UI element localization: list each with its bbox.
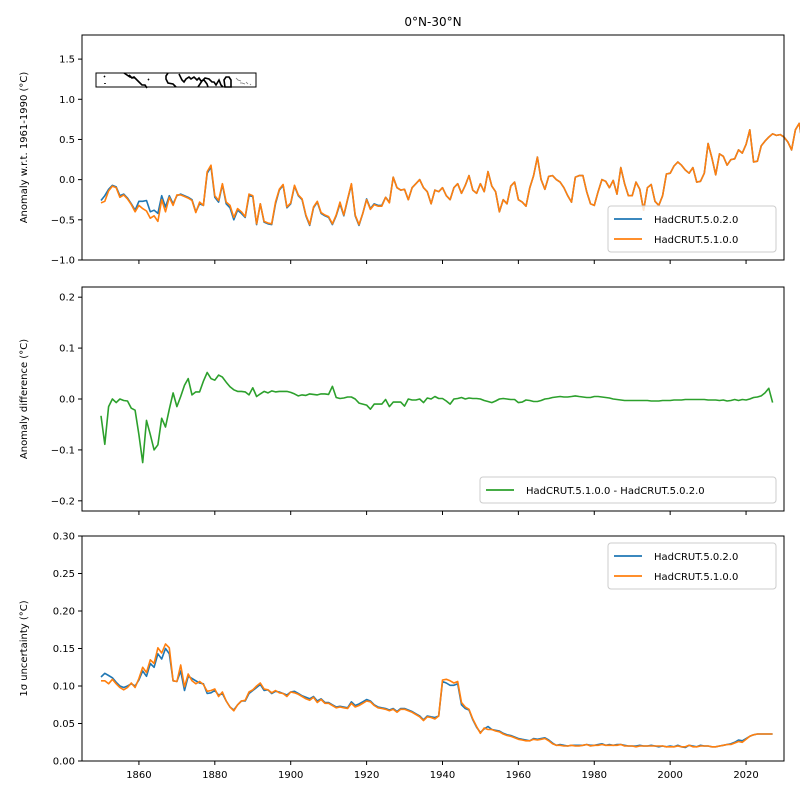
series-group — [100, 371, 774, 464]
y-ticks: −0.2 −0.1 0.0 0.1 0.2 — [51, 293, 82, 507]
panel-anomaly: 0°N-30°N −1.0 −0.5 0.0 0.5 1.0 1.5 Anomaly w.… — [19, 15, 800, 267]
y-tick-label: 0.2 — [59, 293, 75, 304]
legend-label: HadCRUT.5.1.0.0 — [654, 572, 738, 583]
x-tick-label: 1920 — [354, 770, 379, 781]
axes-frame — [81, 34, 785, 261]
y-tick-label: 1.5 — [59, 55, 75, 66]
series-line-hadcrut-5-0-2-0 — [100, 647, 773, 749]
legend-label: HadCRUT.5.1.0.0 - HadCRUT.5.0.2.0 — [526, 486, 705, 497]
legend: HadCRUT.5.1.0.0 - HadCRUT.5.0.2.0 — [479, 476, 777, 504]
series-line-hadcrut-5-0-2-0 — [100, 122, 800, 227]
legend-label: HadCRUT.5.0.2.0 — [654, 215, 738, 226]
x-tick-label: 2020 — [733, 770, 758, 781]
y-tick-label: 0.0 — [59, 395, 75, 406]
x-tick-label: 1980 — [582, 770, 607, 781]
x-tick-label: 2000 — [657, 770, 682, 781]
legend-label: HadCRUT.5.1.0.0 — [654, 235, 738, 246]
x-tick-label: 1960 — [506, 770, 531, 781]
y-axis-label: Anomaly difference (°C) — [19, 339, 30, 459]
legend-frame — [479, 476, 777, 504]
series-line-hadcrut-5-1-0-0 — [101, 643, 773, 748]
y-axis-label: 1σ uncertainty (°C) — [19, 600, 30, 696]
series-line-hadcrut-5-1-0-0 — [100, 122, 800, 226]
x-ticks: 1860 1880 1900 1920 1940 1960 1980 2000 2020 — [126, 761, 759, 781]
y-tick-label: 0.15 — [53, 644, 75, 655]
series-group — [100, 643, 773, 749]
legend-frame — [607, 205, 777, 253]
y-tick-label: 0.5 — [59, 135, 75, 146]
panel-difference: −0.2 −0.1 0.0 0.1 0.2 Anomaly difference (°C… — [19, 286, 785, 515]
x-tick-label: 1900 — [278, 770, 303, 781]
x-ticks — [138, 511, 747, 515]
y-tick-label: 0.0 — [59, 175, 75, 186]
legend-frame — [607, 542, 777, 590]
x-ticks — [138, 260, 747, 264]
y-ticks: 0.00 0.05 0.10 0.15 0.20 0.25 0.30 — [53, 532, 82, 768]
series-line-hadcrut-5-1-0-0-hadcrut-5-0-2-0 — [100, 371, 774, 464]
axes-frame — [81, 535, 785, 762]
y-axis-label: Anomaly w.r.t. 1961-1990 (°C) — [19, 72, 30, 224]
series-group — [100, 122, 800, 227]
y-tick-label: 0.1 — [59, 344, 75, 355]
axes-frame — [81, 286, 785, 512]
coastline-islands — [235, 77, 252, 86]
legend-label: HadCRUT.5.0.2.0 — [654, 552, 738, 563]
legend: HadCRUT.5.0.2.0 HadCRUT.5.1.0.0 — [607, 542, 777, 590]
x-tick-label: 1880 — [202, 770, 227, 781]
y-tick-label: −0.5 — [51, 215, 75, 226]
y-tick-label: 0.10 — [53, 682, 75, 693]
y-ticks: −1.0 −0.5 0.0 0.5 1.0 1.5 — [51, 55, 82, 267]
y-tick-label: 0.00 — [53, 757, 75, 768]
y-tick-label: −0.1 — [51, 445, 75, 456]
y-tick-label: 1.0 — [59, 95, 75, 106]
region-map-inset — [95, 72, 257, 89]
y-tick-label: 0.20 — [53, 607, 75, 618]
panel-uncertainty: 0.00 0.05 0.10 0.15 0.20 0.25 0.30 1860 1880 190… — [19, 532, 785, 781]
x-tick-label: 1940 — [430, 770, 455, 781]
y-tick-label: −1.0 — [51, 256, 75, 267]
y-tick-label: 0.05 — [53, 719, 75, 730]
legend: HadCRUT.5.0.2.0 HadCRUT.5.1.0.0 — [607, 205, 777, 253]
y-tick-label: 0.30 — [53, 532, 75, 543]
y-tick-label: −0.2 — [51, 496, 75, 507]
y-tick-label: 0.25 — [53, 569, 75, 580]
x-tick-label: 1860 — [126, 770, 151, 781]
coastline-shape — [103, 72, 232, 89]
chart-title: 0°N-30°N — [404, 15, 461, 29]
